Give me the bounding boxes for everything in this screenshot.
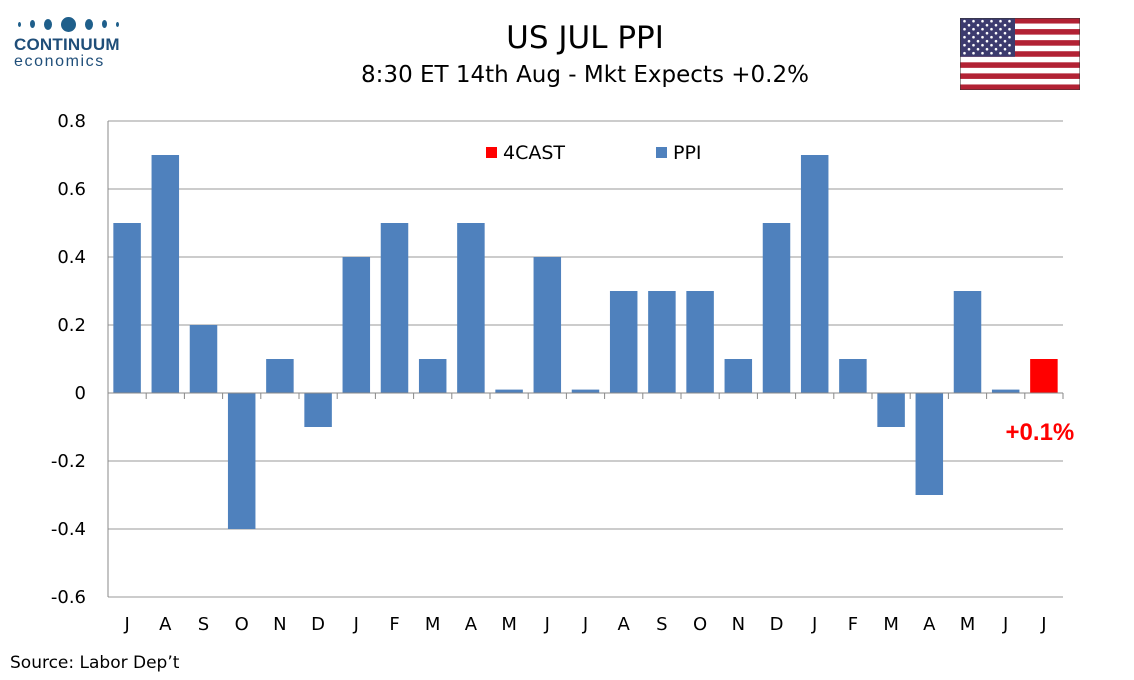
x-tick-label: J [811, 614, 817, 635]
legend-label: 4CAST [503, 142, 565, 164]
ppi-bar [189, 325, 218, 393]
ppi-bar [648, 291, 676, 393]
chart-title: US JUL PPI [506, 20, 664, 56]
y-tick-label: -0.2 [51, 451, 86, 472]
chart-subtitle: 8:30 ET 14th Aug - Mkt Expects +0.2% [361, 62, 809, 88]
x-tick-label: J [582, 614, 588, 635]
x-tick-label: O [235, 614, 249, 635]
y-tick-label: -0.6 [51, 587, 86, 608]
ppi-bar [991, 389, 1020, 393]
forecast-bar [1030, 359, 1058, 393]
forecast-annotation: +0.1% [1006, 419, 1075, 446]
logo-dots-icon [18, 14, 144, 34]
source-note: Source: Labor Dep’t [10, 653, 180, 673]
x-tick-label: A [465, 614, 478, 635]
legend-label: PPI [673, 142, 702, 164]
chart-legend: 4CAST PPI [486, 142, 702, 164]
x-tick-label: F [848, 614, 858, 635]
ppi-bar [800, 155, 829, 393]
ppi-bar [877, 393, 905, 427]
us-flag-icon [960, 18, 1080, 90]
x-tick-label: F [389, 614, 399, 635]
x-tick-label: M [425, 614, 441, 635]
ppi-bar [915, 393, 944, 495]
ppi-bar [380, 223, 409, 393]
logo-subtitle: economics [14, 53, 105, 70]
x-tick-label: M [960, 614, 976, 635]
x-tick-label: S [198, 614, 209, 635]
x-tick-label: N [273, 614, 286, 635]
x-tick-label: J [1040, 614, 1046, 635]
x-tick-label: J [123, 614, 129, 635]
ppi-bar [533, 257, 562, 393]
ppi-bar [457, 223, 485, 393]
y-tick-label: 0.8 [57, 111, 86, 132]
continuum-economics-logo: CONTINUUM economics [14, 14, 144, 71]
ppi-bar [227, 393, 256, 529]
x-tick-label: A [159, 614, 172, 635]
legend-swatch [656, 147, 667, 158]
ppi-bar [724, 359, 753, 393]
x-tick-label: A [923, 614, 936, 635]
ppi-bar [686, 291, 714, 393]
ppi-bar [266, 359, 294, 393]
x-tick-label: M [883, 614, 899, 635]
x-tick-label: J [544, 614, 550, 635]
y-tick-label: 0.4 [57, 247, 86, 268]
ppi-bar [839, 359, 867, 393]
ppi-bar [953, 291, 982, 393]
x-tick-label: O [693, 614, 707, 635]
ppi-bar [113, 223, 141, 393]
ppi-bar [609, 291, 638, 393]
y-tick-label: -0.4 [51, 519, 86, 540]
y-tick-label: 0.2 [57, 315, 86, 336]
logo-name: CONTINUUM [14, 35, 120, 54]
x-tick-label: J [1002, 614, 1008, 635]
ppi-bar [304, 393, 332, 427]
x-tick-label: A [618, 614, 631, 635]
x-tick-label: D [311, 614, 325, 635]
ppi-bar [762, 223, 791, 393]
x-tick-label: N [732, 614, 745, 635]
ppi-bar [495, 389, 523, 393]
ppi-bar [151, 155, 180, 393]
x-tick-label: S [656, 614, 667, 635]
legend-swatch [486, 147, 497, 158]
x-tick-label: M [501, 614, 517, 635]
ppi-bar [571, 389, 600, 393]
x-tick-label: D [770, 614, 784, 635]
y-tick-label: 0.6 [57, 179, 86, 200]
ppi-bar [418, 359, 447, 393]
ppi-bar [342, 257, 371, 393]
y-tick-label: 0 [75, 383, 86, 404]
x-tick-label: J [353, 614, 359, 635]
